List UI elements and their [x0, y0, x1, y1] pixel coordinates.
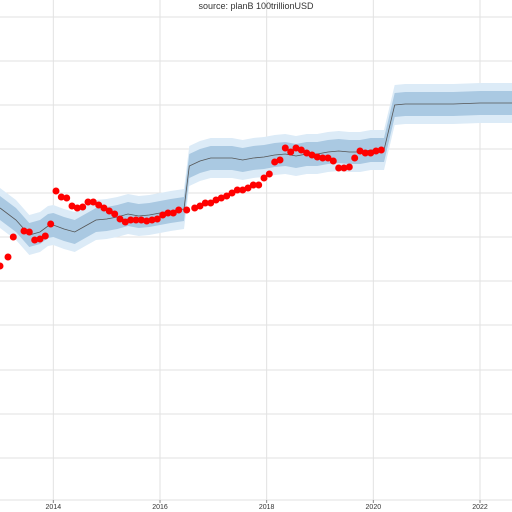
data-point	[132, 216, 140, 224]
data-point	[25, 228, 33, 236]
data-point	[212, 196, 220, 204]
data-point	[100, 204, 108, 212]
data-point	[319, 154, 327, 162]
data-point	[372, 147, 380, 155]
data-point	[169, 209, 177, 217]
data-point	[116, 215, 124, 223]
data-point	[260, 174, 268, 182]
data-point	[84, 198, 92, 206]
data-point	[329, 157, 337, 165]
data-point	[281, 144, 289, 152]
data-point	[57, 193, 65, 201]
data-point	[308, 151, 316, 159]
data-point	[148, 216, 156, 224]
data-point	[207, 199, 215, 207]
x-tick-label-2020: 2020	[366, 504, 382, 511]
data-point	[4, 253, 12, 261]
data-point	[191, 204, 199, 212]
data-point	[175, 206, 183, 214]
data-point	[137, 216, 145, 224]
inner-prediction-band	[0, 91, 512, 247]
data-point	[201, 199, 209, 207]
data-point	[345, 163, 353, 171]
data-points	[0, 144, 385, 270]
data-point	[41, 232, 49, 240]
data-point	[287, 148, 295, 156]
data-point	[217, 194, 225, 202]
data-point	[233, 186, 241, 194]
x-tick-label-2014: 2014	[46, 504, 62, 511]
data-point	[68, 202, 76, 210]
data-point	[183, 206, 191, 214]
data-point	[20, 227, 28, 235]
data-point	[313, 153, 321, 161]
data-point	[255, 181, 263, 189]
data-point	[297, 146, 305, 154]
data-point	[340, 164, 348, 172]
data-point	[377, 146, 385, 154]
data-point	[95, 201, 103, 209]
data-point	[52, 187, 60, 195]
data-point	[276, 156, 284, 164]
data-point	[292, 144, 300, 152]
data-point	[239, 186, 247, 194]
data-point	[351, 154, 359, 162]
data-point	[31, 236, 39, 244]
data-point	[228, 189, 236, 197]
data-point	[0, 262, 4, 270]
x-tick-label-2022: 2022	[472, 504, 488, 511]
data-point	[265, 170, 273, 178]
data-point	[111, 210, 119, 218]
data-point	[196, 202, 204, 210]
data-point	[79, 203, 87, 211]
data-point	[36, 235, 44, 243]
x-tick-label-2018: 2018	[259, 504, 275, 511]
data-point	[244, 184, 252, 192]
data-point	[105, 207, 113, 215]
data-point	[335, 164, 343, 172]
data-point	[63, 194, 71, 202]
data-point	[143, 217, 151, 225]
data-point	[9, 233, 17, 241]
data-point	[223, 192, 231, 200]
prediction-bands	[0, 83, 512, 255]
data-point	[303, 149, 311, 157]
data-point	[356, 147, 364, 155]
data-point	[271, 158, 279, 166]
data-point	[324, 154, 332, 162]
data-point	[127, 216, 135, 224]
chart-title: source: planB 100trillionUSD	[198, 1, 314, 11]
data-point	[159, 211, 167, 219]
data-point	[121, 218, 129, 226]
x-axis-ticks: 2014 2016 2018 2020 2022	[46, 500, 488, 511]
data-point	[89, 198, 97, 206]
data-point	[367, 149, 375, 157]
data-point	[153, 215, 161, 223]
data-point	[249, 181, 257, 189]
data-point	[47, 220, 55, 228]
data-point	[73, 204, 81, 212]
data-point	[361, 149, 369, 157]
data-point	[164, 209, 172, 217]
x-tick-label-2016: 2016	[152, 504, 168, 511]
